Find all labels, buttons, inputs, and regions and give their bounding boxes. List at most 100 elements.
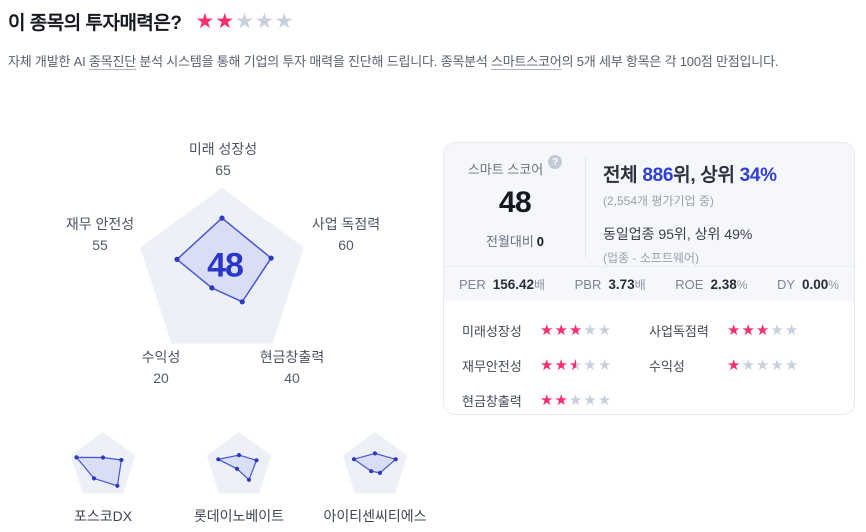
rank-text: 전체 — [603, 165, 643, 186]
pentagon-background — [342, 432, 408, 494]
month-over-month-value: 0 — [536, 234, 545, 249]
rank-percent: 34% — [739, 165, 777, 186]
pentagon-background — [206, 432, 272, 494]
data-point — [369, 469, 374, 474]
axis-label: 수익성 — [141, 349, 181, 365]
data-point — [74, 455, 79, 460]
stat-label: PER — [459, 276, 486, 292]
data-polygon — [353, 452, 397, 474]
overall-rank-line: 전체 886위, 상위 34% — [603, 160, 854, 187]
star-icon: ★★ — [568, 356, 584, 374]
star-icon: ★ — [554, 356, 569, 374]
axis-label: 재무 안전성 — [65, 216, 135, 232]
page-title: 이 종목의 투자매력은? — [8, 13, 182, 34]
peer-company-item[interactable]: 롯데이노베이트 — [180, 430, 298, 526]
month-over-month-label: 전월대비 — [485, 234, 534, 249]
data-point — [119, 457, 124, 463]
data-point — [246, 477, 252, 482]
star-icon: ★ — [770, 356, 785, 374]
axis-label: 미래 성장성 — [188, 141, 258, 157]
stat-value: 3.73 — [608, 276, 635, 292]
data-point — [236, 453, 242, 458]
rating-stars: ★★★★★ — [727, 323, 799, 338]
data-point — [209, 285, 215, 291]
radar-axis: 사업 독점력 60 — [312, 214, 380, 256]
data-point — [372, 451, 378, 456]
tooltip-term-smartscore[interactable]: 스마트스코어 — [491, 54, 562, 69]
rating-label: 현금창출력 — [462, 393, 522, 409]
overall-rating-stars: ★★★★★ — [195, 11, 294, 32]
stat-item: PER 156.42배 — [459, 276, 545, 293]
data-point — [174, 256, 180, 262]
data-point — [100, 455, 106, 460]
stat-value: 0.00 — [802, 276, 829, 292]
rating-stars: ★★★★★ — [727, 358, 799, 373]
data-point — [377, 470, 383, 475]
stat-unit: % — [736, 277, 748, 292]
star-icon: ★ — [755, 321, 771, 339]
help-icon[interactable]: ? — [548, 155, 563, 169]
stat-value: 2.38 — [710, 276, 737, 292]
axis-value: 20 — [153, 370, 169, 386]
score-card-top: 스마트 스코어 ? 48 전월대비 0 전체 886위, 상위 34% (2,55… — [444, 143, 854, 266]
data-polygon — [176, 217, 272, 303]
description-text: 분석 시스템을 통해 기업의 투자 매력을 진단해 드립니다. 종목분석 — [135, 54, 492, 69]
star-icon: ★ — [755, 356, 771, 374]
peer-comparison-charts: 포스코DX 롯데이노베이트 아이티센씨티에스 — [44, 430, 434, 526]
star-icon: ★ — [554, 321, 569, 339]
stat-label: DY — [776, 276, 796, 292]
section-description: 자체 개발한 AI 종목진단 분석 시스템을 통해 기업의 투자 매력을 진단해… — [8, 51, 778, 70]
star-icon: ★ — [215, 10, 236, 33]
ranking-column: 전체 886위, 상위 34% (2,554개 평가기업 중) 동일업종 95위… — [586, 143, 854, 266]
data-point — [91, 476, 97, 481]
stat-value: 156.42 — [492, 276, 535, 292]
peer-company-item[interactable]: 아이티센씨티에스 — [316, 430, 434, 526]
star-icon: ★ — [784, 321, 800, 339]
rating-stars: ★★★★★★ — [540, 358, 612, 373]
industry-rank-line: 동일업종 95위, 상위 49% — [603, 226, 753, 242]
rating-label: 수익성 — [649, 358, 685, 374]
axis-label: 사업 독점력 — [311, 216, 381, 232]
rating-stars: ★★★★★ — [540, 323, 612, 338]
stat-item: DY 0.00% — [777, 277, 839, 292]
radar-axis: 수익성 20 — [142, 347, 181, 389]
peer-radar-chart — [206, 432, 272, 494]
half-star-overlay: ★ — [569, 358, 576, 373]
description-text: 자체 개발한 AI — [8, 54, 89, 69]
peer-company-name: 아이티센씨티에스 — [323, 508, 427, 524]
stat-unit: 배 — [634, 277, 646, 292]
rating-row: 미래성장성 ★★★★★ — [462, 317, 649, 343]
rating-row: 수익성 ★★★★★ — [649, 352, 836, 378]
star-icon: ★ — [540, 321, 555, 339]
star-icon: ★ — [540, 391, 555, 409]
rank-text: 위, 상위 — [673, 165, 740, 186]
valuation-stats-row: PER 156.42배 PBR 3.73배 ROE 2.38% DY 0.00% — [444, 266, 854, 301]
tooltip-term-diagnosis[interactable]: 종목진단 — [88, 54, 136, 69]
star-icon: ★ — [195, 10, 216, 33]
star-icon: ★ — [274, 10, 295, 33]
data-point — [115, 483, 120, 488]
star-icon: ★ — [597, 356, 613, 374]
rating-row: 재무안전성★★★★★★ — [462, 352, 649, 378]
stat-unit: % — [828, 277, 839, 292]
smart-score-column: 스마트 스코어 ? 48 전월대비 0 — [444, 143, 586, 266]
radar-axis: 미래 성장성 65 — [189, 139, 257, 181]
stat-label: PBR — [574, 276, 602, 292]
star-icon: ★ — [583, 356, 598, 374]
star-icon: ★ — [727, 356, 742, 374]
score-card-summary: 스마트 스코어 ? 48 전월대비 0 전체 886위, 상위 34% (2,55… — [444, 143, 854, 301]
data-point — [216, 457, 221, 462]
smart-score-value: 48 — [498, 186, 532, 219]
peer-company-item[interactable]: 포스코DX — [44, 430, 162, 526]
smart-score-label-row: 스마트 스코어 ? — [468, 155, 563, 178]
radar-pentagon — [140, 188, 304, 344]
star-icon: ★ — [741, 356, 756, 374]
rating-label: 사업독점력 — [649, 323, 709, 339]
category-ratings-grid: 미래성장성★★★★★사업독점력★★★★★재무안전성★★★★★★수익성★★★★★현… — [444, 301, 854, 413]
star-icon: ★ — [568, 391, 584, 409]
stat-unit: 배 — [534, 277, 546, 292]
star-icon: ★ — [554, 391, 569, 409]
data-point — [268, 255, 274, 261]
star-icon: ★ — [235, 10, 255, 33]
peer-radar-chart — [70, 432, 136, 494]
